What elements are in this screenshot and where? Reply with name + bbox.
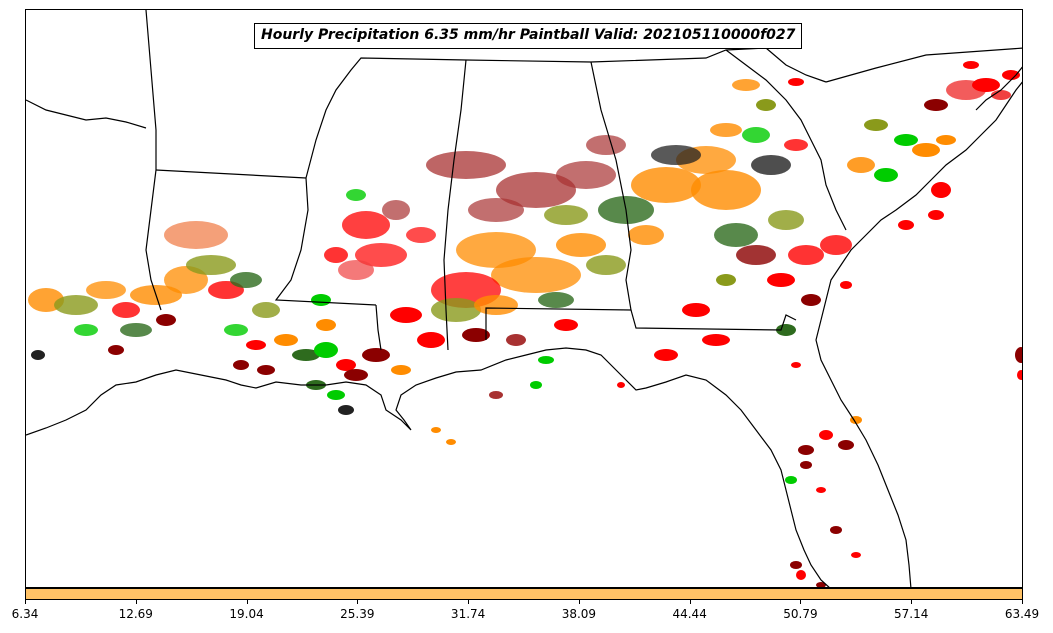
colorbar-tick-mark <box>911 600 913 604</box>
colorbar-tick-mark <box>800 600 802 604</box>
colorbar-tick-label: 38.09 <box>561 607 597 621</box>
colorbar-tick-label: 57.14 <box>894 607 929 621</box>
map-panel: Hourly Precipitation 6.35 mm/hr Paintbal… <box>25 9 1023 588</box>
colorbar-tick-label: 63.49 <box>1004 607 1040 621</box>
colorbar-tick-mark <box>689 600 691 604</box>
colorbar-ticks: 6.34 12.69 19.04 25.39 31.74 38.09 44.44 50.79 5… <box>0 600 1053 633</box>
colorbar-tick-label: 44.44 <box>672 607 707 621</box>
colorbar-tick-label: 6.34 <box>11 607 39 621</box>
colorbar-tick-label: 12.69 <box>118 607 153 621</box>
colorbar-tick-mark <box>246 600 248 604</box>
colorbar-tick-mark <box>135 600 137 604</box>
paintball-blobs <box>28 61 1022 587</box>
coastline-and-borders <box>26 10 1022 587</box>
colorbar-tick-mark <box>1022 600 1023 604</box>
colorbar-tick-label: 50.79 <box>783 607 818 621</box>
colorbar-tick-mark <box>25 600 26 604</box>
colorbar-tick-label: 31.74 <box>450 607 486 621</box>
colorbar-tick-mark <box>357 600 359 604</box>
precipitation-map <box>26 10 1022 587</box>
colorbar-tick-mark <box>578 600 580 604</box>
map-title: Hourly Precipitation 6.35 mm/hr Paintbal… <box>254 23 803 49</box>
colorbar-tick-label: 25.39 <box>340 607 375 621</box>
colorbar <box>25 588 1023 600</box>
colorbar-tick-mark <box>468 600 470 604</box>
colorbar-tick-label: 19.04 <box>229 607 264 621</box>
